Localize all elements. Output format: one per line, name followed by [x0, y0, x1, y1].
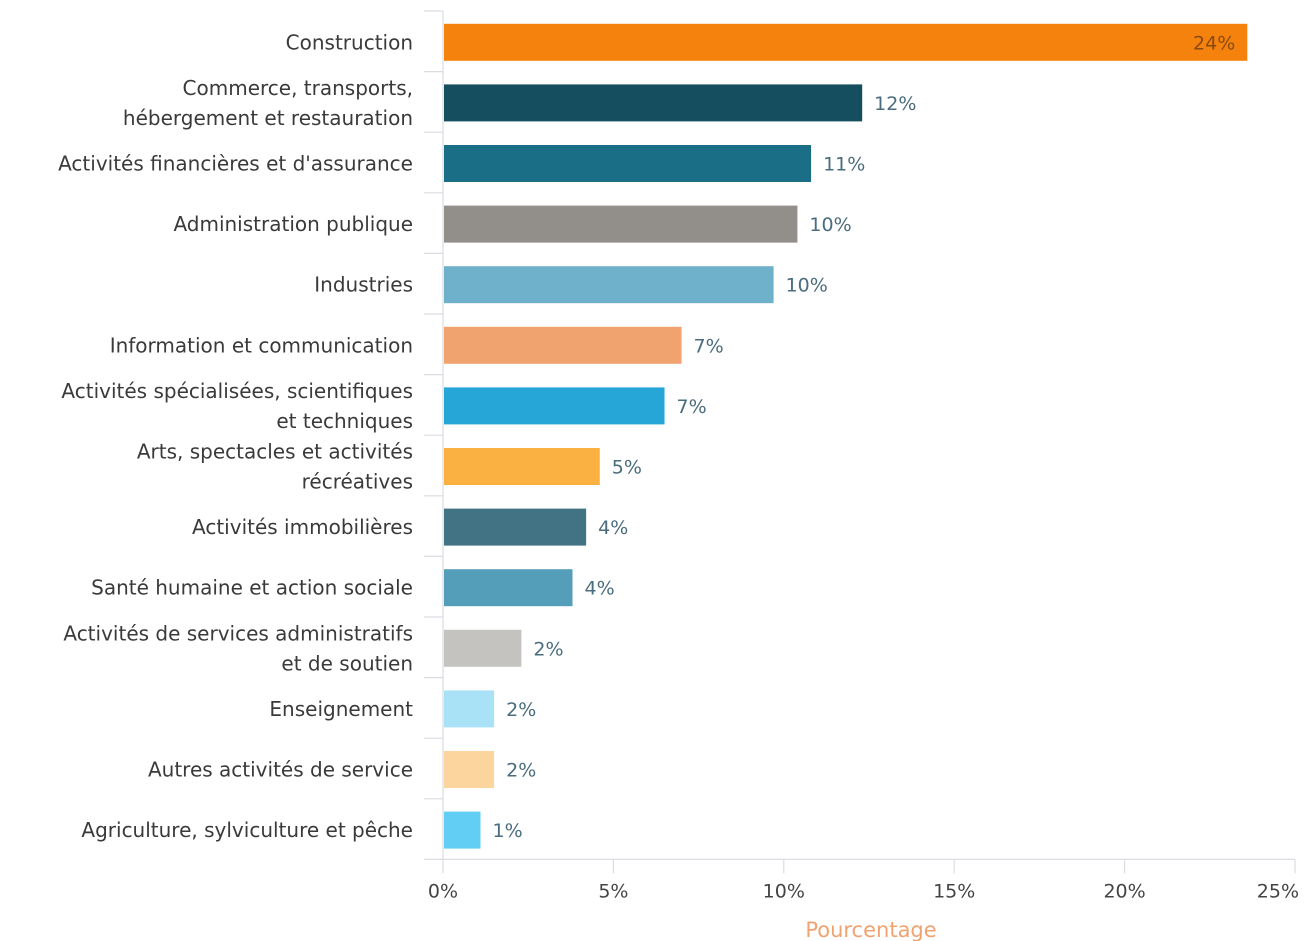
category-label: Activités de services administratifs et d… — [63, 621, 413, 675]
category-label: Autres activités de service — [148, 758, 413, 782]
bar — [444, 811, 481, 849]
category-label: Commerce, transports, hébergement et rest… — [123, 76, 413, 130]
bars-group — [444, 23, 1248, 849]
category-labels-group: Construction Commerce, transports, héberge… — [58, 30, 413, 842]
x-tick-label: 0% — [428, 880, 458, 902]
bar — [444, 690, 495, 728]
bar — [444, 145, 812, 182]
category-label: Arts, spectacles et activités récréatives — [137, 440, 413, 494]
value-label: 7% — [694, 335, 724, 357]
value-label: 12% — [874, 93, 916, 115]
x-tick-label: 15% — [933, 880, 975, 902]
value-label: 7% — [677, 396, 707, 418]
x-tick-label: 25% — [1257, 880, 1299, 902]
category-label: Construction — [286, 30, 413, 54]
category-label: Industries — [314, 273, 413, 297]
x-axis: 0% 5% 10% 15% 20% 25% — [428, 858, 1299, 902]
value-label: 2% — [533, 638, 563, 660]
category-label: Agriculture, sylviculture et pêche — [81, 818, 413, 842]
value-label: 2% — [506, 760, 536, 782]
value-label: 11% — [823, 154, 865, 176]
bar — [444, 23, 1248, 61]
value-label: 24% — [1193, 32, 1235, 54]
bar — [444, 751, 495, 788]
category-separators — [424, 10, 444, 861]
value-label: 4% — [598, 517, 628, 539]
value-labels-group: 24% 12% 11% 10% 10% 7% 7% 5% 4% 4% 2% 2% 2% 1% — [492, 32, 1235, 842]
bar — [444, 508, 587, 546]
category-label: Enseignement — [269, 697, 413, 721]
x-axis-title: Pourcentage — [805, 918, 936, 941]
bar — [444, 205, 798, 243]
bar — [444, 84, 863, 122]
value-label: 1% — [492, 820, 522, 842]
x-tick-label: 5% — [598, 880, 628, 902]
value-label: 4% — [585, 578, 615, 600]
bar — [444, 629, 522, 667]
bar — [444, 266, 774, 304]
category-label: Activités financières et d'assurance — [58, 152, 413, 176]
value-label: 10% — [809, 214, 851, 236]
value-label: 2% — [506, 699, 536, 721]
category-label: Santé humaine et action sociale — [91, 576, 413, 600]
value-label: 5% — [612, 457, 642, 479]
bar — [444, 569, 573, 607]
bar — [444, 326, 682, 364]
category-label: Activités spécialisées, scientifiques et … — [61, 379, 413, 433]
category-label: Information et communication — [110, 333, 413, 357]
value-label: 10% — [786, 275, 828, 297]
bar — [444, 448, 600, 485]
bar — [444, 387, 665, 425]
x-tick-label: 10% — [763, 880, 805, 902]
x-tick-label: 20% — [1103, 880, 1145, 902]
category-label: Administration publique — [173, 212, 413, 236]
category-label: Activités immobilières — [192, 515, 413, 539]
